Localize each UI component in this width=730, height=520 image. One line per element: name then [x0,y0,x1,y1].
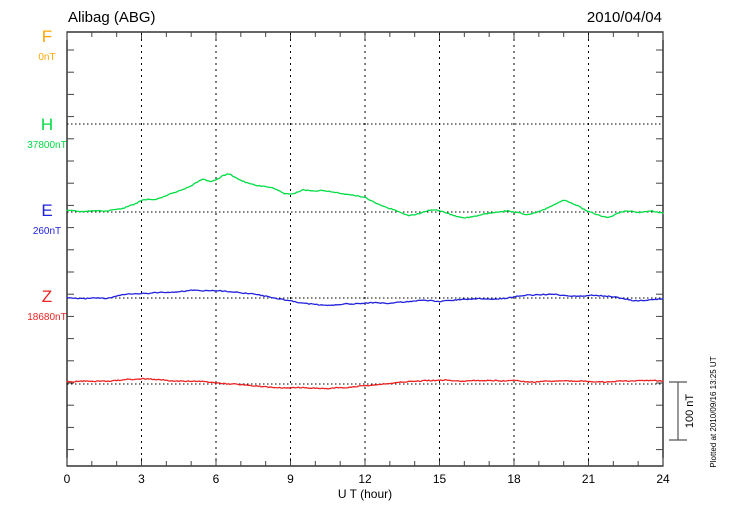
plotted-timestamp: Plotted at 2010/09/16 13:25 UT [709,356,718,467]
component-label-h: H [41,115,53,134]
x-tick-label: 18 [507,472,521,486]
x-tick-label: 0 [64,472,71,486]
x-axis-label: U T (hour) [338,487,392,501]
component-labels-group: F 0nT H 37800nT E 260nT Z 18680nT [27,27,66,323]
x-tick-label: 15 [433,472,447,486]
component-baseline-value-f: 0nT [38,52,55,63]
scale-bar-bracket [669,381,687,441]
component-baseline-value-h: 37800nT [27,140,66,151]
component-label-f: F [42,27,52,46]
x-tick-label: 24 [656,472,670,486]
x-tick-label: 21 [582,472,596,486]
component-baseline-value-z: 18680nT [27,312,66,323]
scale-bar: 100 nT [669,381,696,441]
scale-bar-label: 100 nT [684,394,696,429]
observation-date: 2010/04/04 [587,9,662,26]
component-label-e: E [41,201,52,220]
trace-z [66,377,664,390]
trace-h [66,173,664,219]
vertical-gridlines-group [141,33,589,465]
x-tick-labels-group: 0 3 6 9 12 15 18 21 24 [64,472,670,486]
x-tick-label: 9 [287,472,294,486]
x-tick-label: 6 [213,472,220,486]
component-baseline-value-e: 260nT [33,226,61,237]
x-tick-label: 12 [358,472,372,486]
page-title: Alibag (ABG) [68,9,156,26]
component-label-z: Z [42,287,52,306]
component-baselines-group [67,123,663,385]
trace-e [66,289,664,307]
component-traces-group [66,173,664,390]
x-tick-label: 3 [138,472,145,486]
